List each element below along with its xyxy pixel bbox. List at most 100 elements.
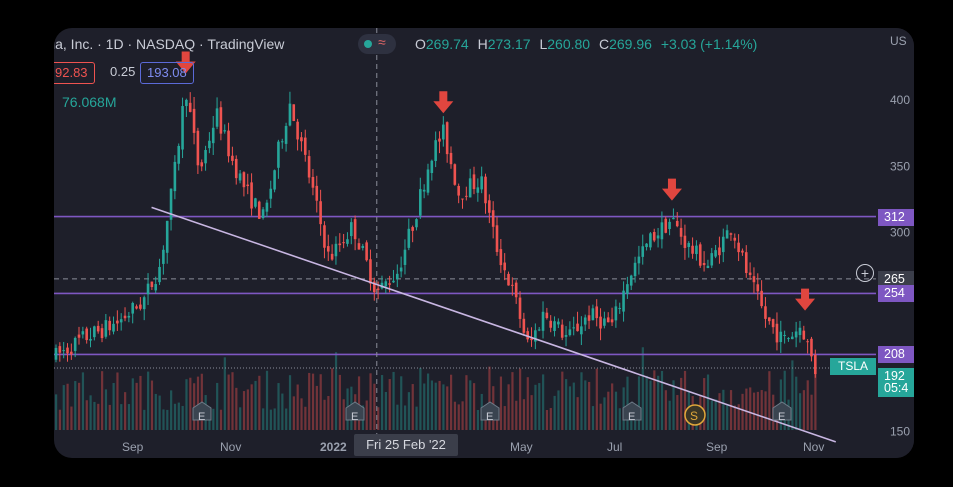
candle-body bbox=[580, 326, 583, 335]
volume-bar bbox=[603, 397, 606, 430]
volume-bar bbox=[430, 380, 434, 430]
volume-bar bbox=[572, 382, 575, 430]
candle-body bbox=[691, 245, 694, 254]
volume-bar bbox=[745, 388, 748, 430]
candle-body bbox=[603, 318, 606, 326]
volume-bar bbox=[66, 383, 69, 430]
candle-body bbox=[361, 245, 365, 248]
volume-bar bbox=[342, 399, 345, 430]
candle-body bbox=[242, 172, 246, 188]
candle-body bbox=[311, 176, 315, 188]
candle-body bbox=[346, 239, 349, 244]
circle-dot-icon bbox=[364, 40, 372, 48]
candle-body bbox=[192, 108, 196, 133]
candle-body bbox=[208, 140, 211, 149]
candle-body bbox=[783, 334, 786, 336]
volume-bar bbox=[327, 395, 330, 430]
y-tick-label: 150 bbox=[890, 424, 910, 438]
candle-body bbox=[514, 282, 518, 298]
indicator-right-value[interactable]: 193.08 bbox=[140, 62, 194, 84]
candle-body bbox=[384, 281, 388, 287]
volume-bar bbox=[388, 379, 391, 430]
volume-bar bbox=[223, 357, 226, 430]
volume-bar bbox=[166, 409, 169, 430]
open-label: O bbox=[415, 36, 426, 52]
price-tag: 265 bbox=[878, 270, 914, 288]
candle-body bbox=[181, 106, 184, 150]
candle-body bbox=[342, 242, 345, 244]
candle-body bbox=[246, 184, 250, 187]
symbol-title: la, Inc. · 1D · NASDAQ · TradingView bbox=[54, 36, 285, 52]
candle-body bbox=[499, 249, 503, 266]
candle-body bbox=[326, 246, 330, 252]
volume-bar bbox=[752, 392, 756, 430]
volume-bar bbox=[235, 387, 238, 430]
volume-bar bbox=[557, 390, 560, 430]
earnings-marker bbox=[772, 401, 792, 421]
volume-bar bbox=[323, 399, 326, 430]
candle-body bbox=[706, 265, 710, 269]
volume-bar bbox=[89, 395, 92, 430]
volume-bar bbox=[254, 380, 257, 430]
candle-body bbox=[54, 347, 58, 360]
candle-body bbox=[744, 252, 748, 273]
volume-bar bbox=[104, 389, 108, 430]
split-marker bbox=[684, 404, 706, 426]
price-tag: 208 bbox=[878, 346, 914, 364]
candle-body bbox=[338, 243, 342, 246]
candle-body bbox=[89, 338, 92, 341]
candle-body bbox=[530, 338, 533, 341]
indicator-left-value[interactable]: 92.83 bbox=[54, 62, 95, 84]
candle-body bbox=[802, 330, 806, 340]
candle-body bbox=[798, 327, 802, 336]
candle-body bbox=[135, 306, 138, 309]
volume-bar bbox=[265, 370, 269, 430]
volume-bar bbox=[733, 405, 736, 430]
volume-bar bbox=[177, 402, 180, 430]
candle-body bbox=[215, 108, 219, 127]
candle-body bbox=[108, 320, 111, 331]
volume-bar bbox=[791, 360, 794, 430]
candle-body bbox=[702, 263, 706, 266]
volume-bar bbox=[407, 392, 411, 430]
volume-bar bbox=[262, 408, 265, 430]
candle-body bbox=[177, 145, 181, 164]
open-value: 269.74 bbox=[425, 36, 469, 52]
volume-bar bbox=[392, 371, 395, 430]
candle-body bbox=[683, 235, 687, 248]
candle-body bbox=[319, 201, 322, 225]
low-label: L bbox=[539, 36, 548, 52]
volume-bar bbox=[764, 391, 767, 430]
volume-bar bbox=[304, 406, 307, 430]
market-status-toggle[interactable]: ≈ bbox=[358, 34, 396, 54]
add-alert-icon[interactable]: + bbox=[856, 264, 874, 282]
volume-bar bbox=[442, 384, 445, 430]
volume-bar bbox=[216, 382, 219, 430]
volume-bar bbox=[534, 384, 537, 430]
candle-body bbox=[58, 346, 62, 353]
volume-bar bbox=[239, 407, 242, 430]
volume-bar bbox=[162, 409, 165, 430]
candle-body bbox=[438, 138, 441, 142]
volume-bar bbox=[108, 404, 111, 430]
candle-body bbox=[606, 317, 610, 323]
candle-body bbox=[576, 323, 579, 332]
candle-body bbox=[526, 331, 529, 340]
candle-body bbox=[292, 104, 296, 122]
candle-body bbox=[430, 160, 434, 174]
candle-body bbox=[415, 219, 418, 228]
earnings-marker bbox=[622, 401, 642, 421]
candle-body bbox=[664, 218, 668, 233]
price-chart[interactable]: US 400 350 300 150 E E E E E S Sep Nov 2022 May Jul Sep N… bbox=[54, 28, 914, 458]
candle-body bbox=[599, 316, 602, 329]
volume-bar bbox=[461, 401, 464, 430]
candle-body bbox=[756, 284, 760, 292]
wave-icon: ≈ bbox=[378, 34, 386, 50]
volume-bar bbox=[768, 371, 771, 430]
volume-bar bbox=[311, 373, 315, 430]
volume-bar bbox=[112, 383, 115, 430]
earnings-marker-label: E bbox=[778, 411, 785, 423]
candle-body bbox=[522, 318, 526, 333]
price-tag: 05:4 bbox=[878, 379, 914, 397]
volume-bar bbox=[369, 373, 372, 430]
